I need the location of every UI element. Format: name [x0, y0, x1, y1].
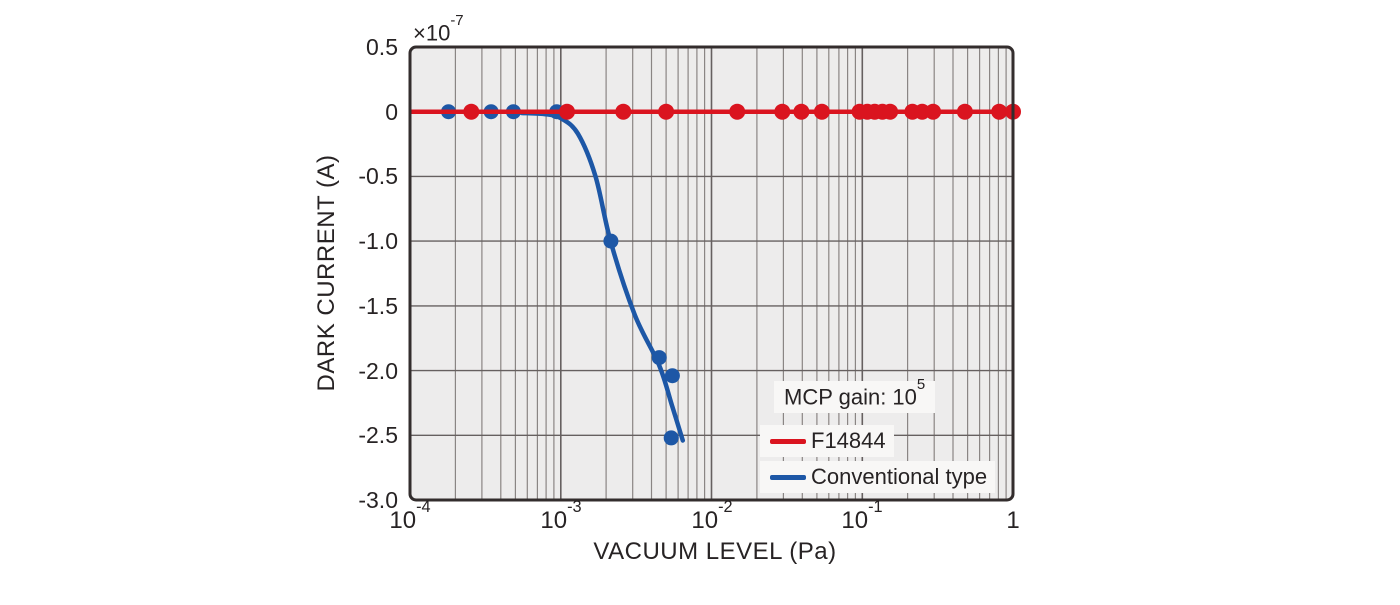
legend-entry-label: F14844: [811, 428, 886, 454]
x-tick-label: 10-2: [691, 497, 733, 534]
y-tick-label: 0: [385, 99, 398, 125]
series-f14844-point: [615, 103, 632, 120]
series-conventional-point: [603, 233, 619, 249]
y-tick-label: -2.5: [358, 422, 398, 448]
series-f14844-point: [925, 103, 942, 120]
legend-note-exp: 5: [916, 376, 926, 394]
series-f14844-point: [658, 103, 675, 120]
legend: MCP gain: 105 F14844 Conventional type: [760, 376, 996, 494]
series-conventional-point: [651, 350, 667, 366]
x-tick-label: 10-4: [389, 497, 431, 534]
y-axis-multiplier-base: ×10: [413, 20, 451, 46]
y-axis-multiplier-exp: -7: [450, 12, 464, 30]
series-f14844-point: [559, 103, 575, 120]
series-f14844-point: [813, 103, 830, 120]
series-f14844-point: [882, 103, 899, 120]
y-tick-label: -3.0: [358, 487, 398, 513]
series-f14844-point: [729, 103, 746, 120]
series-f14844-point: [774, 103, 791, 120]
y-tick-label: -0.5: [358, 163, 398, 189]
series-f14844-point: [956, 103, 973, 120]
plot-frame: [408, 45, 1015, 502]
x-tick-label: 10-3: [540, 497, 582, 534]
x-axis-title: VACUUM LEVEL (Pa): [593, 538, 837, 565]
conventional-line-swatch: [770, 474, 806, 480]
f14844-line-swatch: [770, 438, 806, 444]
legend-entry-f14844: F14844: [760, 425, 894, 458]
y-axis-title: DARK CURRENT (A): [313, 154, 340, 392]
y-tick-label: -1.5: [358, 293, 398, 319]
series-f14844-point: [793, 103, 810, 120]
legend-note: MCP gain: 105: [774, 376, 936, 414]
series-f14844-point: [991, 103, 1008, 120]
legend-entry-conventional: Conventional type: [760, 461, 996, 494]
x-tick-label: 1: [1006, 507, 1020, 534]
y-tick-label: 0.5: [366, 34, 398, 60]
series-conventional-point: [664, 368, 680, 384]
series-conventional-point: [663, 430, 679, 446]
legend-note-base: MCP gain: 10: [784, 384, 917, 410]
series-f14844-point: [463, 103, 480, 120]
y-axis-multiplier: ×10-7: [413, 12, 464, 46]
y-tick-label: -1.0: [358, 228, 398, 254]
y-tick-label: -2.0: [358, 358, 398, 384]
legend-entry-label: Conventional type: [811, 464, 988, 490]
x-tick-label: 10-1: [841, 497, 883, 534]
